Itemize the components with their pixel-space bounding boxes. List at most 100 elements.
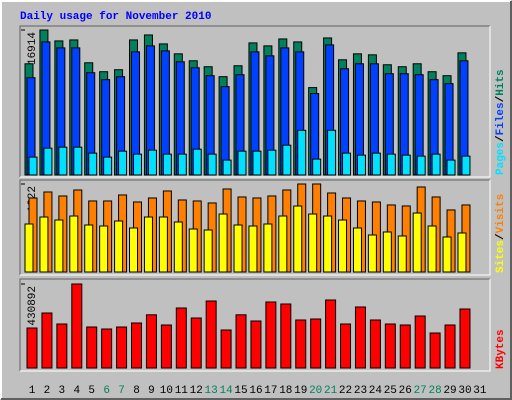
x-tick-label: 19 xyxy=(294,385,307,397)
x-tick-label: 15 xyxy=(234,385,247,397)
bar xyxy=(71,283,83,369)
bar xyxy=(354,306,366,369)
bar xyxy=(429,332,441,369)
x-tick-label: 18 xyxy=(279,385,292,397)
bar xyxy=(442,236,452,273)
bar xyxy=(386,153,396,176)
bar xyxy=(205,300,217,369)
panel-shadow xyxy=(19,278,490,371)
y-tick-label: 16914 xyxy=(27,32,39,65)
panel-shadow xyxy=(19,179,490,275)
bar xyxy=(252,150,262,176)
bar xyxy=(39,216,49,273)
bar xyxy=(352,227,362,273)
bar xyxy=(192,148,202,176)
bar xyxy=(235,314,247,369)
bar xyxy=(86,326,98,369)
bar xyxy=(73,146,83,176)
bar xyxy=(457,232,467,273)
x-tick-label: 8 xyxy=(133,385,140,397)
bar xyxy=(54,219,64,273)
x-tick-label: 11 xyxy=(175,385,189,397)
panel-highlight xyxy=(20,180,491,276)
bar xyxy=(56,323,68,369)
bar xyxy=(278,215,288,273)
bar xyxy=(293,205,303,273)
bar xyxy=(250,320,262,369)
x-tick-label: 17 xyxy=(264,385,277,397)
bar xyxy=(147,149,157,176)
bar xyxy=(177,153,187,176)
bar xyxy=(382,231,392,273)
bar xyxy=(99,225,109,273)
x-tick-label: 1 xyxy=(29,385,36,397)
x-tick-label: 4 xyxy=(73,385,80,397)
bar xyxy=(297,129,307,176)
bar xyxy=(446,159,456,176)
x-tick-label: 28 xyxy=(429,385,442,397)
legend-entry: Sites xyxy=(495,240,507,273)
bar xyxy=(263,223,273,273)
x-tick-label: 21 xyxy=(324,385,338,397)
legend-entry: Visits xyxy=(495,194,507,234)
bar xyxy=(414,315,426,369)
bar xyxy=(431,153,441,176)
bar xyxy=(222,159,232,176)
bar xyxy=(312,158,322,176)
x-tick-label: 27 xyxy=(414,385,427,397)
legend-entry: Files xyxy=(495,102,507,135)
bar xyxy=(160,324,172,369)
bar xyxy=(173,221,183,273)
x-tick-label: 6 xyxy=(103,385,110,397)
legend-separator: / xyxy=(495,95,507,102)
bar xyxy=(129,227,139,273)
x-tick-label: 14 xyxy=(219,385,233,397)
x-tick-label: 25 xyxy=(384,385,397,397)
bar xyxy=(323,215,333,273)
x-tick-label: 13 xyxy=(205,385,218,397)
bar xyxy=(116,326,128,369)
x-tick-label: 29 xyxy=(443,385,456,397)
bar xyxy=(308,213,318,273)
bar xyxy=(41,312,53,369)
bar xyxy=(28,156,38,176)
bar xyxy=(88,152,98,176)
legend-entry: Pages xyxy=(495,142,507,175)
bar xyxy=(412,212,422,273)
bar xyxy=(427,225,437,273)
x-tick-label: 24 xyxy=(369,385,383,397)
bar xyxy=(325,299,337,369)
bar xyxy=(444,324,456,369)
x-tick-label: 9 xyxy=(148,385,155,397)
chart-title: Daily usage for November 2010 xyxy=(20,11,211,23)
bar xyxy=(145,314,157,369)
x-tick-label: 10 xyxy=(160,385,173,397)
x-tick-label: 12 xyxy=(190,385,203,397)
bar xyxy=(461,155,471,176)
bar xyxy=(342,152,352,176)
bar xyxy=(84,224,94,273)
legend: KBytes xyxy=(495,329,507,369)
bar xyxy=(207,153,217,176)
bar xyxy=(248,225,258,273)
bar xyxy=(459,308,471,369)
bar xyxy=(267,149,277,176)
bar xyxy=(384,323,396,369)
bar xyxy=(367,234,377,273)
bar xyxy=(237,150,247,176)
bar xyxy=(369,319,381,369)
x-tick-label: 20 xyxy=(309,385,322,397)
bar xyxy=(399,324,411,369)
bar xyxy=(175,307,187,369)
bar xyxy=(233,224,243,273)
x-tick-label: 30 xyxy=(458,385,471,397)
bar xyxy=(118,150,128,176)
legend: Sites/Visits xyxy=(495,194,507,273)
bar xyxy=(280,303,292,369)
bar xyxy=(58,146,68,176)
x-tick-label: 31 xyxy=(473,385,487,397)
bar xyxy=(162,153,172,176)
